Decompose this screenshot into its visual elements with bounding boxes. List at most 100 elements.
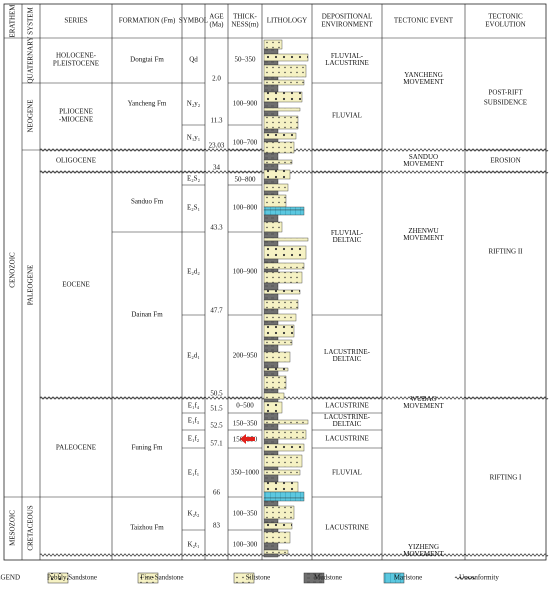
- legend-swatch: [303, 572, 325, 584]
- symbol: K₂t₁: [188, 541, 200, 549]
- age: 2.0: [212, 75, 221, 83]
- age: 57.1: [210, 440, 223, 448]
- series: PLEISTOCENE: [53, 60, 99, 68]
- system: CRETACEOUS: [27, 505, 35, 550]
- header-label: THICK-: [233, 13, 257, 21]
- environment: FLUVIAL: [332, 112, 362, 120]
- formation: Yancheng Fm: [128, 100, 167, 108]
- legend-label: Mudstone: [314, 574, 342, 582]
- lithology-bed: [263, 500, 279, 507]
- tectonic-event: ZHENWU: [408, 227, 438, 235]
- legend-title: LEGEND: [0, 574, 20, 582]
- symbol: E₂d₁: [187, 352, 200, 360]
- header-label: ERATHEM: [9, 4, 17, 38]
- lithology-bed: [263, 48, 279, 55]
- lithology-bed: [263, 336, 279, 341]
- erathem: MESOZOIC: [9, 510, 17, 546]
- lithology-bed: [263, 91, 303, 103]
- lithology-bed: [263, 497, 305, 502]
- lithology-bed: [263, 190, 279, 196]
- lithology-bed: [263, 169, 291, 180]
- lithology-bed: [263, 528, 279, 533]
- series: OLIGOCENE: [56, 157, 96, 165]
- symbol: E₂d₂: [187, 268, 200, 276]
- symbol: N₂y₂: [187, 100, 201, 108]
- thickness: 100–800: [233, 204, 258, 212]
- lithology-bed: [263, 542, 279, 551]
- tectonic-event: WUBAO: [410, 395, 436, 403]
- thickness: 0–500: [236, 402, 254, 410]
- lithology-bed: [263, 553, 279, 558]
- tectonic-evolution: POST-RIFT: [489, 89, 524, 97]
- age: 50.5: [210, 390, 223, 398]
- lithology-bed: [263, 76, 279, 81]
- lithology-bed: [263, 429, 307, 440]
- environment: DELTAIC: [333, 236, 362, 244]
- thickness: 150–350: [233, 420, 258, 428]
- lithology-bed: [263, 240, 279, 247]
- header-label: TECTONIC EVENT: [394, 17, 454, 25]
- lithology-bed: [263, 231, 279, 239]
- series: HOLOCENE-: [56, 52, 97, 60]
- header-label: DEPOSITIONAL: [322, 13, 373, 21]
- age: 23.03: [209, 142, 225, 150]
- lithology-bed: [263, 289, 301, 295]
- symbol: E₂S₁: [187, 204, 200, 212]
- lithology-bed: [263, 491, 305, 499]
- tectonic-event: SANDUO: [409, 153, 438, 161]
- lithology-bed: [263, 194, 287, 208]
- header-label: NESS(m): [231, 21, 259, 29]
- lithology-bed: [263, 282, 279, 291]
- formation: Funing Fm: [132, 444, 163, 452]
- legend-swatch: [383, 572, 405, 584]
- age: 43.3: [210, 224, 223, 232]
- lithology-bed: [263, 84, 279, 93]
- tectonic-evolution: RIFTING I: [490, 474, 522, 482]
- environment: LACUSTRINE-: [324, 413, 371, 421]
- series: -MIOCENE: [59, 116, 93, 124]
- tectonic-event: MOVEMENT: [403, 402, 444, 410]
- legend-label: Marlstone: [394, 574, 422, 582]
- lithology-bed: [263, 128, 279, 134]
- symbol: E₁f₄: [188, 402, 200, 410]
- oligocene-band: [40, 150, 546, 172]
- formation: Taizhou Fm: [130, 524, 164, 532]
- thickness: 50–350: [235, 56, 257, 64]
- lithology-bed: [263, 522, 293, 530]
- lithology-bed: [263, 178, 279, 185]
- lithology-bed: [263, 107, 301, 112]
- lithology-bed: [263, 370, 279, 377]
- header-label: SYMBOL: [179, 17, 208, 25]
- lithology-bed: [263, 518, 279, 524]
- lithology-bed: [263, 159, 293, 165]
- lithology-bed: [263, 443, 305, 452]
- tectonic-evolution: EROSION: [490, 157, 520, 165]
- environment: LACUSTRINE: [325, 435, 369, 443]
- lithology-bed: [263, 531, 291, 544]
- lithology-bed: [263, 419, 309, 425]
- lithology-bed: [263, 268, 279, 273]
- lithology-bed: [263, 237, 309, 242]
- unconformity: [39, 170, 549, 174]
- legend-swatch: [233, 572, 255, 584]
- lithology-bed: [263, 324, 295, 338]
- lithology-bed: [263, 344, 279, 353]
- series: PLIOCENE: [59, 108, 93, 116]
- environment: DELTAIC: [333, 355, 362, 363]
- lithology-bed: [263, 361, 279, 369]
- environment: FLUVIAL-: [331, 52, 364, 60]
- lithology-bed: [263, 401, 283, 414]
- marker-arrow: [240, 434, 255, 444]
- unconformity: [39, 396, 549, 400]
- lithology-bed: [263, 549, 289, 555]
- series: PALEOCENE: [56, 444, 96, 452]
- table-grid: [3, 3, 549, 561]
- lithology-bed: [263, 214, 279, 223]
- lithology-bed: [263, 339, 293, 346]
- lithology-bed: [263, 392, 285, 400]
- lithology-bed: [263, 110, 279, 117]
- symbol: E₂S₂: [187, 175, 201, 183]
- age: 34: [213, 164, 221, 172]
- thickness: 350–1000: [231, 469, 260, 477]
- unconformity: [39, 553, 549, 557]
